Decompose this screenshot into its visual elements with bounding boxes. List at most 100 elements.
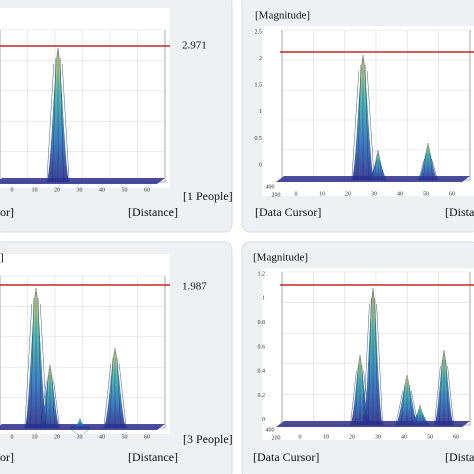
mesh-line: [350, 370, 357, 426]
x-tick-label: 50: [122, 187, 128, 193]
mesh-line: [30, 297, 35, 429]
mesh-line: [423, 152, 427, 181]
mesh-line: [62, 63, 70, 183]
mesh-line: [431, 158, 438, 181]
mesh-line: [59, 57, 64, 183]
mesh-line: [357, 64, 362, 181]
y-tick-label: 1: [262, 296, 265, 302]
mesh-line: [70, 427, 77, 435]
floor: [0, 178, 165, 184]
distance-label: [Distance]: [128, 205, 178, 219]
x-tick-label: 60: [144, 434, 150, 440]
x-tick-label: 20: [345, 191, 351, 197]
x-tick-label: 0: [299, 434, 302, 440]
mesh-line: [24, 303, 32, 429]
mesh-line: [40, 380, 47, 429]
x-tick-label: 10: [323, 434, 329, 440]
x-tick-label: 20: [54, 187, 60, 193]
x-tick-label: 40: [99, 434, 105, 440]
mesh-line: [119, 363, 127, 429]
mesh-line: [421, 414, 425, 426]
mesh-line: [103, 363, 111, 429]
x-tick-label: 30: [375, 434, 381, 440]
y-tick-label: 0.4: [258, 369, 266, 375]
mesh-line: [380, 165, 387, 181]
y-tick-label: 0: [259, 162, 262, 168]
mesh-line: [51, 374, 55, 429]
x-tick-label: 10: [319, 191, 325, 197]
mesh-line: [408, 384, 413, 426]
threshold-label: 2.971: [182, 40, 207, 52]
mesh-line: [429, 152, 433, 181]
x-tick-label: 0: [11, 434, 14, 440]
depth-tick-label: 200: [272, 192, 281, 198]
mesh-line: [445, 359, 449, 426]
y-tick-label: 0.5: [255, 136, 263, 142]
people-label: [3 People]: [183, 432, 233, 446]
mesh-line: [395, 390, 403, 426]
axis-title: [Magnitude]: [253, 252, 308, 264]
x-tick-label: 10: [32, 434, 38, 440]
mesh-line: [83, 427, 90, 435]
mesh-line: [439, 359, 443, 426]
mesh-line: [46, 63, 54, 183]
x-tick-label: 30: [77, 187, 83, 193]
x-tick-label: 60: [144, 187, 150, 193]
cursor-label: or]: [0, 205, 14, 219]
y-tick-label: 2.5: [255, 29, 263, 35]
mesh-line: [374, 297, 378, 426]
mesh-line: [376, 303, 383, 426]
depth-tick-label: 200: [272, 435, 281, 441]
mesh-line: [363, 303, 370, 426]
x-tick-label: 0: [11, 187, 14, 193]
cursor-label: [Data Cursor]: [253, 450, 319, 464]
mesh-line: [418, 158, 425, 181]
axis-title: ]: [0, 252, 4, 264]
y-tick-label: 0.2: [258, 393, 266, 399]
distance-label: [Dista: [445, 205, 474, 219]
mesh-line: [361, 364, 365, 426]
mesh-line: [415, 414, 419, 426]
x-tick-label: 60: [449, 191, 455, 197]
x-tick-label: 40: [99, 187, 105, 193]
cursor-label: or]: [0, 450, 14, 464]
mesh-line: [410, 420, 417, 426]
distance-label: [Distance]: [128, 450, 178, 464]
y-tick-label: 1: [259, 109, 262, 115]
x-tick-label: 50: [122, 434, 128, 440]
depth-tick-label: 400: [266, 427, 275, 433]
mesh-line: [45, 374, 49, 429]
mesh-line: [447, 365, 454, 426]
mesh-line: [116, 357, 121, 429]
people-label: [1 People]: [183, 189, 233, 203]
mesh-line: [364, 64, 369, 181]
x-tick-label: 20: [54, 434, 60, 440]
mesh-line: [434, 365, 441, 426]
mesh-line: [368, 297, 372, 426]
y-tick-label: 1.5: [255, 83, 263, 89]
y-tick-label: 0.6: [258, 344, 266, 350]
mesh-line: [351, 70, 359, 181]
x-tick-label: 20: [349, 434, 355, 440]
depth-tick-label: 400: [266, 184, 275, 190]
axis-title: [Magnitude]: [255, 10, 310, 22]
mesh-line: [355, 364, 359, 426]
threshold-label: 1.987: [182, 281, 207, 293]
x-tick-label: 30: [371, 191, 377, 197]
x-tick-label: 30: [77, 434, 83, 440]
x-tick-label: 60: [453, 434, 459, 440]
x-tick-label: 40: [401, 434, 407, 440]
plot-area: [0, 254, 170, 434]
x-tick-label: 40: [397, 191, 403, 197]
y-tick-label: 1.2: [258, 271, 266, 277]
x-tick-label: 10: [32, 187, 38, 193]
distance-label: [Dista: [445, 450, 474, 464]
mesh-line: [373, 159, 377, 181]
mesh-line: [367, 70, 375, 181]
mesh-line: [37, 297, 42, 429]
mesh-line: [369, 165, 376, 181]
mesh-line: [53, 380, 60, 429]
y-tick-label: 0.8: [258, 320, 266, 326]
